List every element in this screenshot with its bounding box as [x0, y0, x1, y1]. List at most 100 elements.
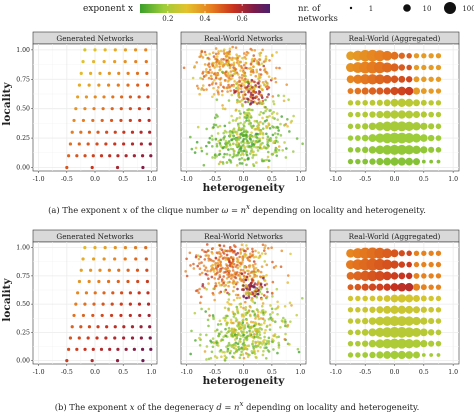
network-point — [254, 345, 258, 349]
network-point — [219, 348, 223, 352]
network-point — [248, 87, 251, 91]
network-point — [203, 286, 206, 290]
network-point — [239, 268, 243, 272]
network-point — [232, 152, 236, 156]
network-point — [199, 146, 203, 150]
network-point — [210, 71, 214, 74]
network-point — [249, 281, 253, 285]
network-point — [214, 282, 218, 285]
aggregated-point — [397, 305, 406, 314]
generated-point — [108, 154, 112, 158]
network-point — [215, 55, 219, 58]
network-point — [222, 138, 225, 141]
network-point — [258, 326, 262, 330]
aggregated-point — [405, 157, 414, 166]
size-legend-dot-100 — [444, 2, 456, 14]
network-point — [243, 265, 246, 269]
network-point — [208, 65, 211, 69]
aggregated-point — [405, 76, 413, 83]
network-point — [269, 109, 272, 112]
network-point — [261, 136, 265, 140]
network-point — [254, 141, 257, 145]
network-point — [253, 57, 257, 61]
aggregated-point — [405, 305, 414, 314]
network-point — [214, 76, 218, 80]
network-point — [250, 148, 254, 151]
network-point — [287, 98, 290, 101]
network-point — [237, 321, 240, 324]
network-point — [245, 244, 248, 247]
network-point — [284, 156, 288, 159]
aggregated-point — [389, 121, 400, 132]
aggregated-point — [427, 329, 435, 336]
network-point — [247, 89, 251, 93]
generated-point — [79, 325, 83, 329]
network-point — [247, 122, 251, 126]
network-point — [219, 49, 223, 53]
network-point — [228, 329, 231, 333]
network-point — [265, 72, 269, 75]
network-point — [227, 269, 231, 272]
aggregated-point — [412, 111, 421, 119]
network-point — [283, 318, 287, 322]
aggregated-point — [347, 158, 354, 165]
generated-point — [136, 83, 140, 87]
network-point — [213, 277, 216, 280]
generated-point — [130, 130, 135, 134]
network-point — [198, 92, 201, 96]
generated-point — [148, 142, 152, 146]
network-point — [235, 144, 239, 148]
network-point — [226, 281, 230, 284]
network-point — [250, 350, 254, 353]
network-point — [234, 137, 238, 141]
aggregated-point — [376, 99, 383, 106]
aggregated-point — [382, 248, 393, 259]
network-point — [276, 300, 279, 304]
generated-point — [128, 302, 132, 306]
network-point — [214, 123, 218, 127]
network-point — [238, 76, 241, 79]
size-legend-label-10: 10 — [423, 5, 432, 13]
size-legend-title-line1: nr. of — [298, 4, 321, 14]
network-point — [217, 281, 221, 285]
network-point — [219, 138, 222, 142]
network-point — [214, 82, 218, 85]
aggregated-point — [397, 157, 406, 166]
network-point — [271, 280, 275, 284]
network-point — [221, 162, 225, 165]
generated-point — [103, 246, 107, 250]
network-point — [213, 72, 216, 76]
caption-b-formula: d = n — [216, 401, 240, 412]
aggregated-point — [362, 317, 369, 325]
network-point — [205, 333, 208, 337]
network-point — [235, 82, 239, 86]
generated-point — [89, 71, 93, 75]
aggregated-point — [355, 146, 361, 153]
network-point — [240, 272, 244, 275]
network-point — [217, 77, 221, 81]
network-point — [219, 62, 223, 66]
network-point — [252, 90, 255, 93]
aggregated-point — [382, 316, 392, 326]
network-point — [243, 249, 246, 253]
network-point — [236, 85, 240, 88]
aggregated-point — [435, 307, 442, 313]
network-point — [273, 320, 277, 323]
generated-point — [91, 154, 95, 158]
network-point — [225, 323, 229, 327]
network-point — [248, 67, 252, 70]
network-point — [243, 253, 246, 257]
network-point — [285, 147, 288, 150]
network-point — [236, 266, 240, 270]
network-point — [218, 269, 222, 273]
network-point — [296, 347, 300, 351]
network-point — [206, 63, 210, 67]
generated-point — [86, 142, 90, 146]
network-point — [274, 136, 278, 139]
network-point — [244, 308, 247, 312]
network-point — [290, 304, 293, 307]
network-point — [251, 142, 254, 145]
aggregated-point — [375, 316, 385, 326]
network-point — [226, 73, 230, 77]
network-point — [276, 132, 280, 136]
